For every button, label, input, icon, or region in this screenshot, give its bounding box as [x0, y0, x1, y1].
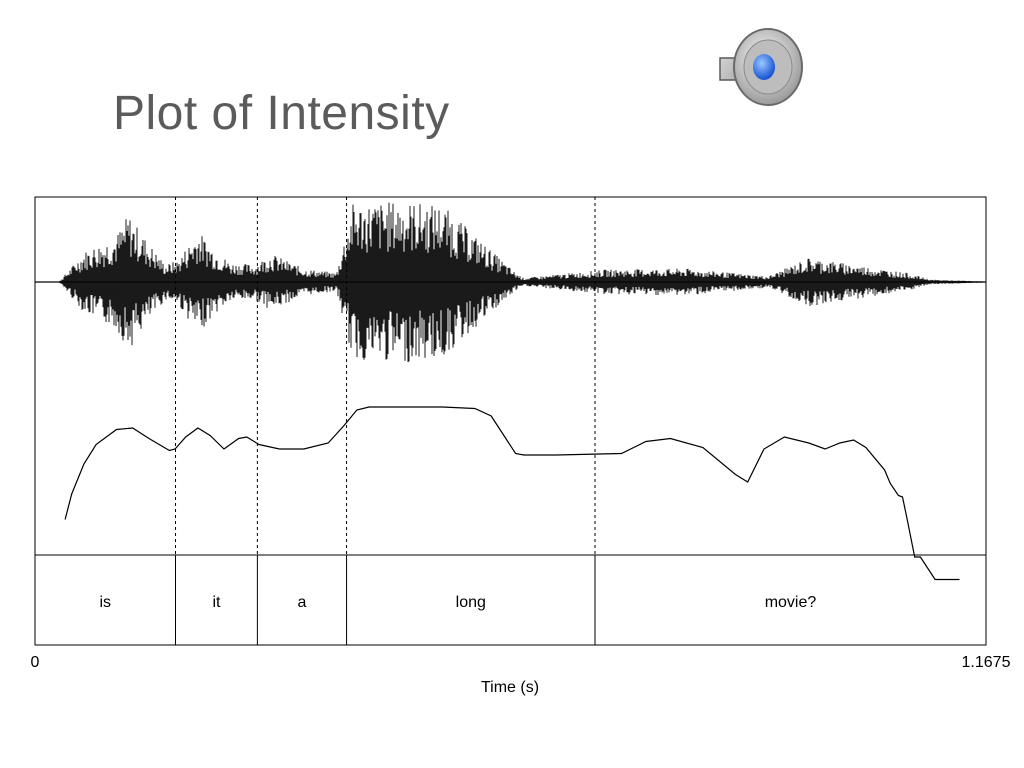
- word-label-4: movie?: [765, 594, 817, 611]
- word-label-0: is: [99, 594, 111, 611]
- intensity-contour-line: [64, 406, 960, 581]
- plot-frame: [34, 196, 987, 646]
- x-tick-label-end: 1.1675: [962, 654, 1011, 671]
- word-label-3: long: [456, 594, 486, 611]
- slide-title: Plot of Intensity: [113, 87, 450, 140]
- waveform-panel: [34, 202, 987, 363]
- x-tick-label-start: 0: [31, 654, 40, 671]
- speaker-volume-icon[interactable]: [714, 24, 808, 110]
- word-label-2: a: [298, 594, 307, 611]
- word-label-1: it: [212, 594, 221, 611]
- x-axis-label: Time (s): [481, 679, 539, 696]
